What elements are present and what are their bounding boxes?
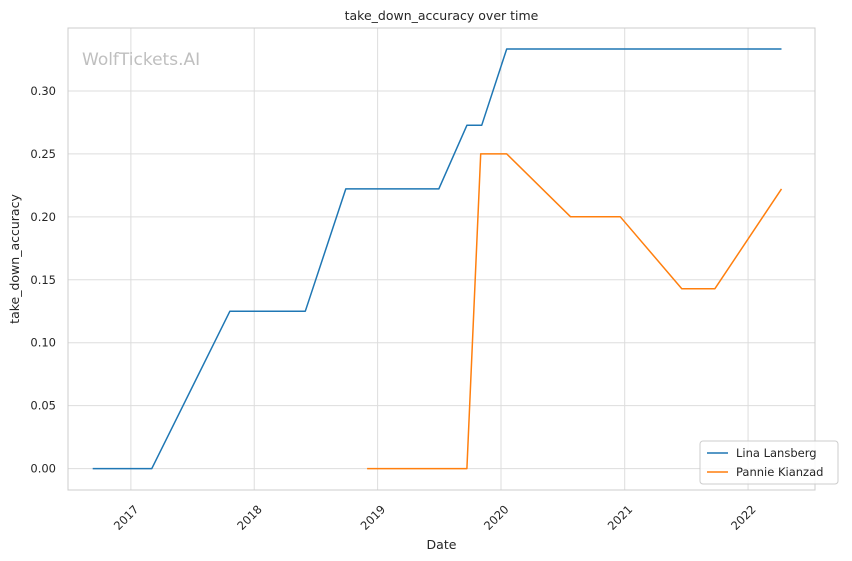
- plot-frame: [67, 27, 816, 491]
- y-tick-label: 0.00: [30, 462, 56, 476]
- legend: Lina Lansberg Pannie Kianzad: [699, 440, 839, 485]
- y-axis-title: take_down_accuracy: [7, 194, 22, 324]
- legend-label: Lina Lansberg: [736, 446, 817, 460]
- series-line-1: [367, 153, 783, 470]
- y-axis-ticks: 0.00 0.05 0.10 0.15 0.20 0.25 0.30: [30, 84, 56, 476]
- y-tick-label: 0.15: [30, 273, 56, 287]
- watermark: WolfTickets.AI: [82, 50, 200, 70]
- series-line-0: [92, 48, 782, 470]
- y-tick-label: 0.30: [30, 84, 56, 98]
- x-axis-title: Date: [427, 537, 457, 552]
- legend-label: Pannie Kianzad: [736, 465, 823, 479]
- y-tick-label: 0.20: [30, 210, 56, 224]
- y-tick-label: 0.05: [30, 399, 56, 413]
- y-tick-label: 0.10: [30, 336, 56, 350]
- grid: [68, 28, 815, 490]
- y-tick-label: 0.25: [30, 147, 56, 161]
- legend-box: [699, 440, 839, 485]
- chart-title: take_down_accuracy over time: [345, 8, 539, 23]
- series-layer: [92, 48, 783, 470]
